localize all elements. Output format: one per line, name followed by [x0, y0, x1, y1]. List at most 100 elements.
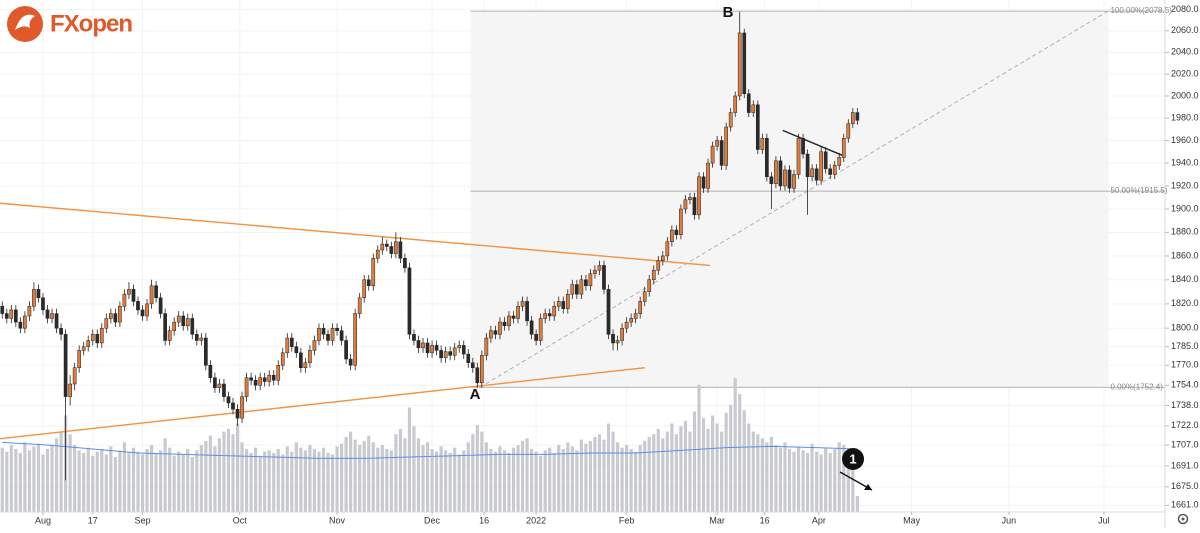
- arrow-head: [864, 484, 872, 490]
- volume-bar: [661, 438, 665, 512]
- settings-icon[interactable]: [1177, 513, 1189, 525]
- volume-bar: [18, 453, 22, 512]
- volume-bar: [615, 442, 620, 512]
- y-tick-label: 1920.0: [1171, 180, 1199, 190]
- candle-body: [149, 285, 154, 305]
- candle-body: [751, 104, 756, 113]
- candle-body: [167, 330, 172, 341]
- volume-bar: [774, 445, 778, 512]
- gear-center[interactable]: [1181, 517, 1185, 521]
- candle-body: [823, 151, 828, 170]
- candle-body: [570, 284, 575, 295]
- volume-bar: [403, 438, 407, 512]
- candle-body: [529, 320, 534, 335]
- candle-body: [59, 327, 63, 335]
- y-tick-label: 2000.0: [1171, 90, 1199, 100]
- candle-body: [81, 346, 86, 351]
- y-tick-label: 1880.0: [1171, 227, 1199, 237]
- volume-bar: [263, 451, 267, 512]
- candle-body: [579, 279, 584, 295]
- volume-bar: [9, 445, 13, 512]
- candle-body: [769, 176, 774, 184]
- candle-body: [489, 330, 493, 339]
- x-tick-label: 2022: [526, 515, 546, 525]
- volume-bar: [353, 439, 357, 512]
- volume-bar: [303, 450, 307, 512]
- candle-body: [715, 140, 719, 147]
- volume-bar: [217, 438, 222, 512]
- plot-layer: 100.00%(2078.5) 50.00%(1915.5) 0.00%(1752.…: [0, 0, 1172, 512]
- volume-bar: [720, 431, 724, 512]
- candle-body: [461, 345, 466, 355]
- candle-body: [633, 313, 638, 319]
- candle-body: [760, 138, 765, 150]
- volume-bar: [100, 449, 104, 512]
- candle-body: [357, 297, 362, 314]
- candle-body: [832, 165, 837, 175]
- volume-bar: [805, 453, 810, 512]
- candle-body: [742, 32, 747, 95]
- volume-bar: [629, 449, 633, 512]
- volume-bar: [371, 442, 375, 512]
- candle-body: [584, 279, 588, 287]
- candle-body: [217, 383, 222, 389]
- volume-bar: [855, 495, 859, 512]
- candle-body: [846, 123, 851, 139]
- candle-body: [145, 303, 149, 317]
- candle-body: [50, 313, 54, 319]
- volume-bar: [534, 451, 538, 512]
- volume-bar: [783, 442, 787, 512]
- volume-bar: [570, 446, 574, 512]
- volume-bar: [136, 451, 140, 512]
- candle-body: [199, 337, 204, 341]
- candle-body: [36, 289, 41, 299]
- gear[interactable]: [1177, 513, 1189, 525]
- volume-bar: [272, 453, 276, 512]
- volume-bar: [498, 446, 502, 512]
- volume-bar: [231, 434, 235, 512]
- volume-bar: [620, 447, 624, 512]
- volume-bar: [683, 420, 688, 512]
- candle-body: [701, 176, 706, 189]
- candle-body: [624, 321, 629, 329]
- candle-body: [547, 313, 552, 317]
- volume-bar: [86, 447, 90, 512]
- volume-bar: [489, 449, 493, 512]
- volume-bar: [127, 453, 131, 512]
- volume-bar: [765, 442, 769, 512]
- x-tick-label: Jul: [1098, 515, 1110, 525]
- volume-bar: [45, 449, 50, 512]
- candle-body: [443, 351, 448, 359]
- volume-bar: [738, 394, 742, 512]
- volume-bar: [756, 434, 760, 512]
- candle-body: [312, 340, 317, 351]
- candle-body: [308, 350, 312, 364]
- volume-bar: [358, 445, 362, 512]
- candle-body: [54, 313, 59, 329]
- volume-bar: [665, 431, 669, 512]
- candle-body: [403, 258, 407, 269]
- volume-bar: [208, 435, 212, 512]
- volume-bar: [389, 450, 393, 512]
- x-tick-label: Jun: [1002, 515, 1017, 525]
- candle-body: [850, 112, 855, 124]
- volume-bar: [611, 431, 615, 512]
- candle-body: [240, 396, 244, 419]
- volume-bar: [226, 428, 231, 512]
- candle-body: [787, 169, 792, 189]
- volume-bar: [670, 423, 674, 512]
- volume-bar: [674, 434, 678, 512]
- volume-bar: [244, 449, 249, 512]
- volume-bar: [285, 446, 289, 512]
- candle-body: [728, 112, 733, 128]
- y-tick-label: 1800.0: [1171, 323, 1199, 333]
- candle-body: [267, 374, 272, 382]
- candle-body: [163, 313, 167, 341]
- candle-body: [23, 315, 27, 329]
- volume-bar: [109, 446, 113, 512]
- marker-circle: [842, 448, 864, 470]
- candle-body: [235, 409, 240, 419]
- volume-bar: [281, 454, 285, 512]
- y-tick-label: 1691.0: [1171, 460, 1199, 470]
- candle-body: [814, 168, 819, 181]
